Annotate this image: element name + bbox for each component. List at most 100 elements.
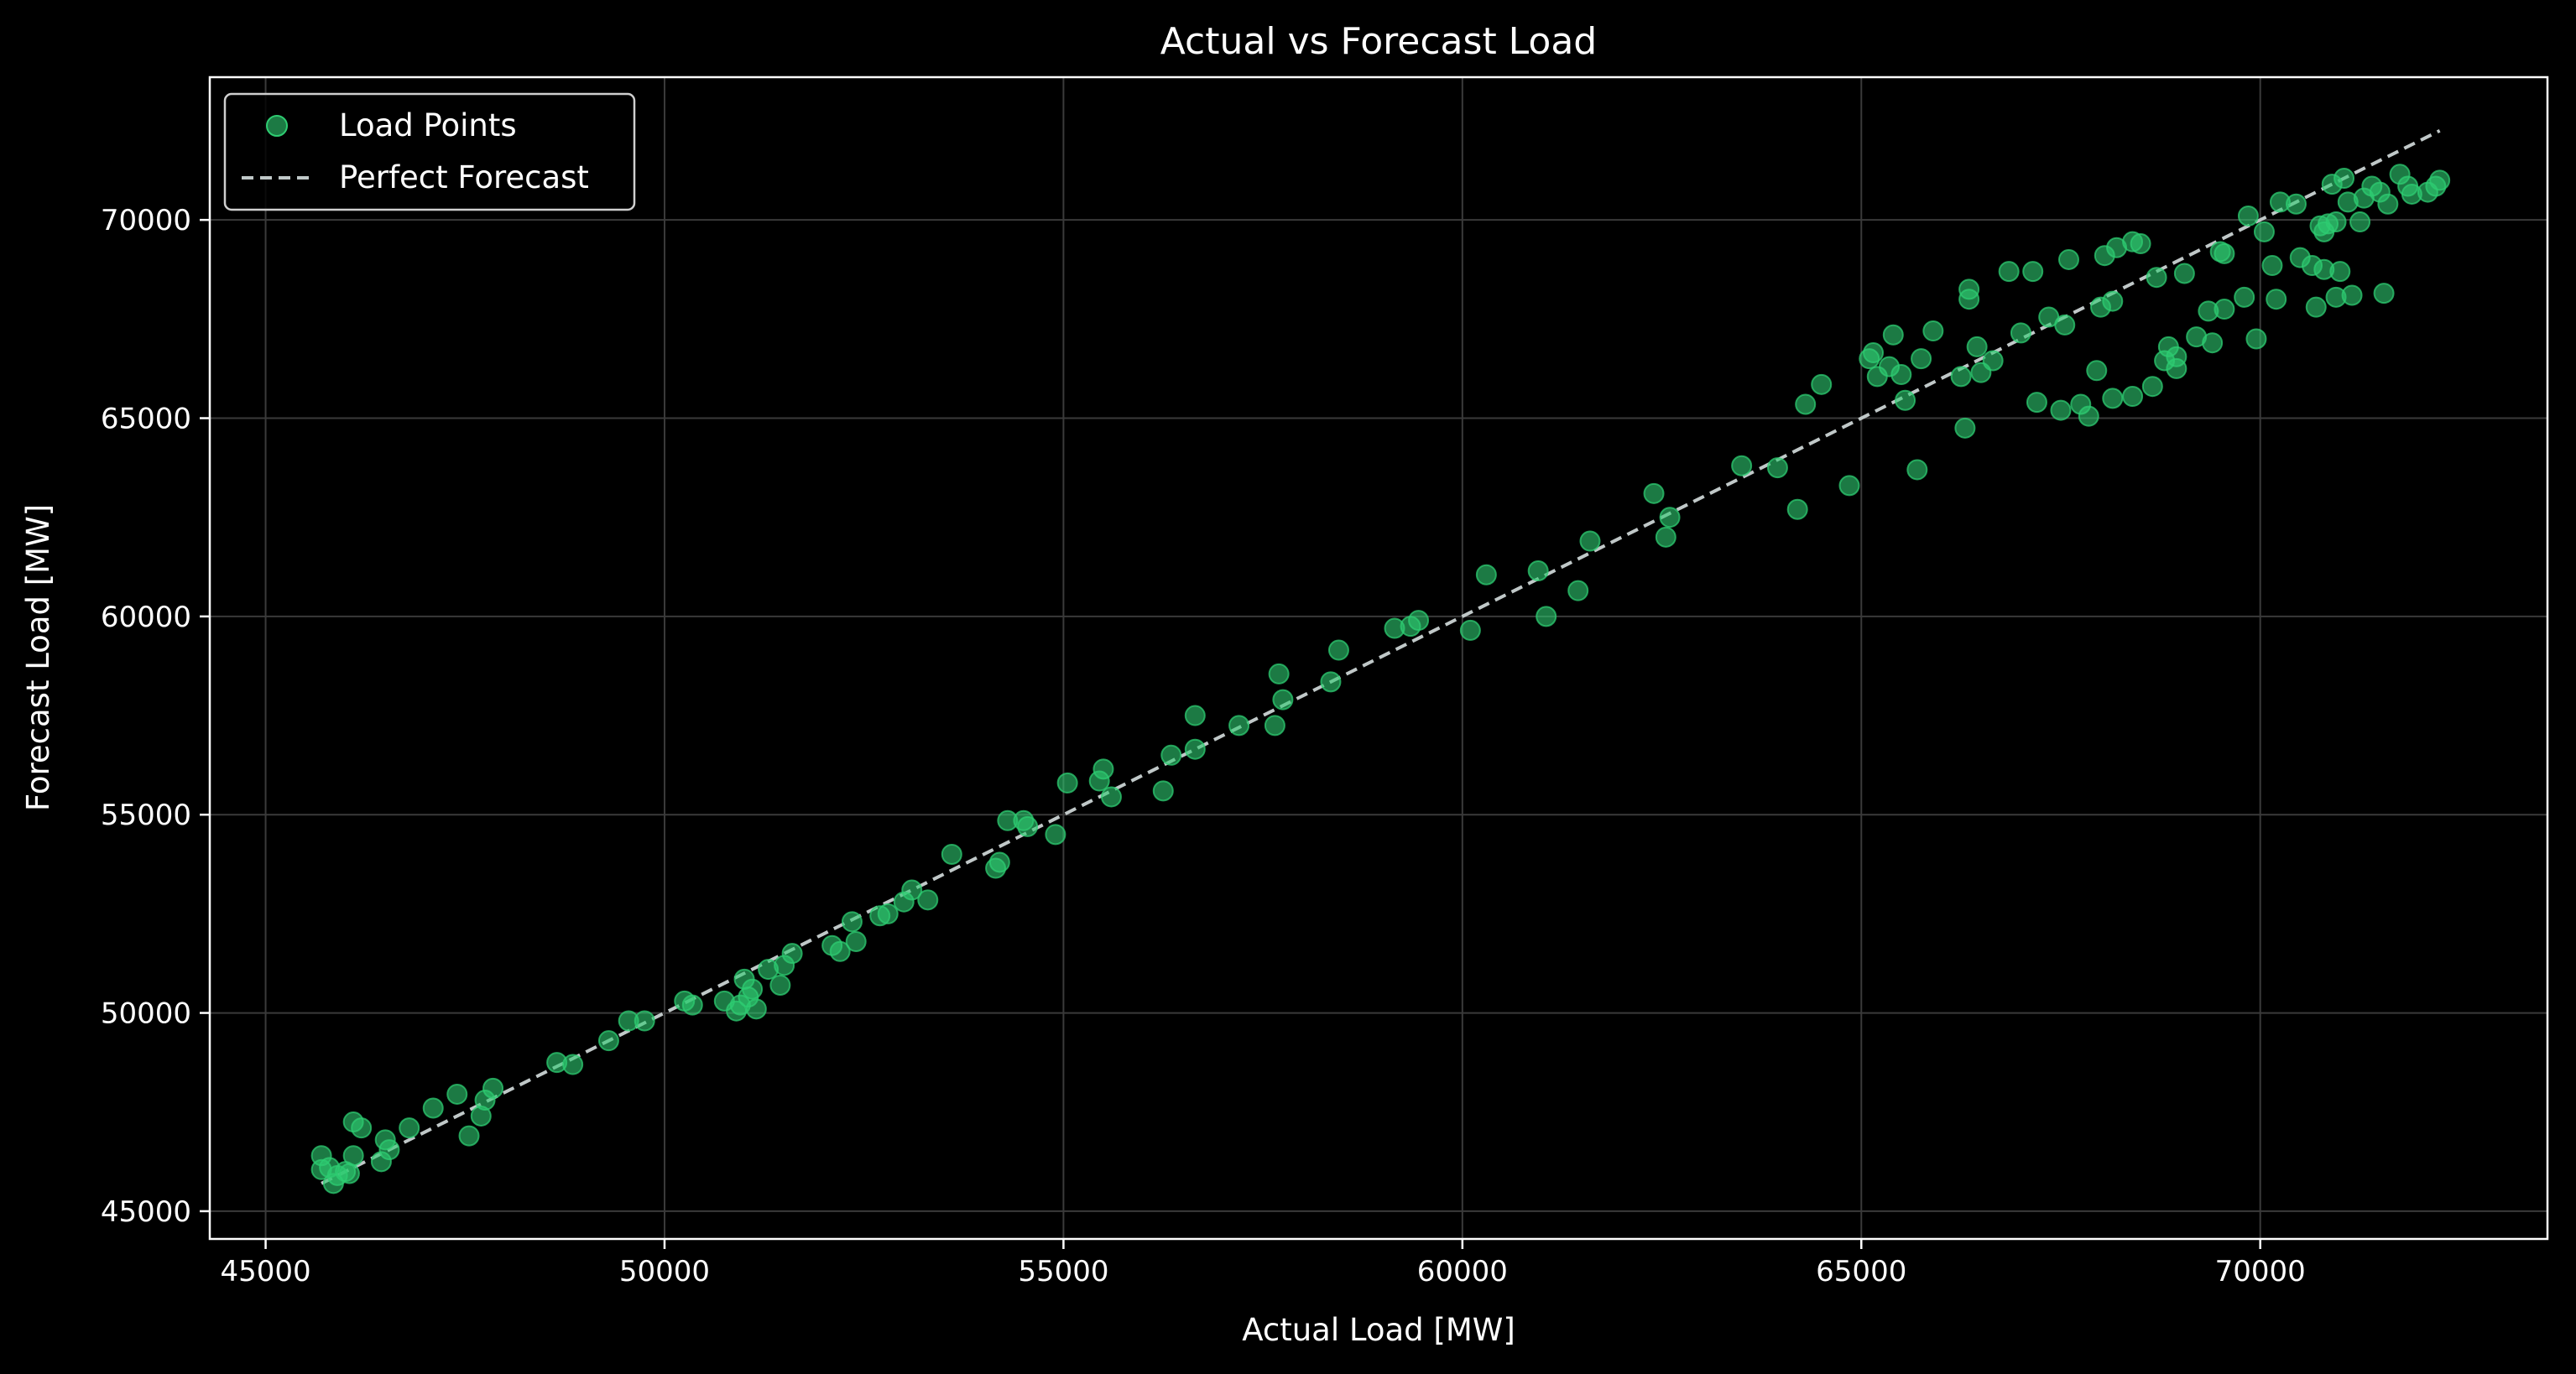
data-point [988,851,1010,873]
legend-label-load-points: Load Points [339,107,517,143]
data-point [1527,560,1549,582]
data-point [2102,388,2124,409]
y-tick-label: 70000 [101,204,191,237]
axis-ticks: 45000 50000 55000 60000 65000 70000 45000 50000… [101,204,2306,1288]
scatter-points [310,164,2451,1194]
data-point [2429,169,2451,191]
chart-title: Actual vs Forecast Load [1160,20,1598,63]
data-point [1268,663,1290,684]
data-point [1958,278,1980,300]
data-point [342,1145,364,1167]
y-tick-label: 55000 [101,799,191,832]
x-tick-label: 65000 [1816,1255,1906,1288]
data-point [1911,348,1932,370]
data-point [1895,389,1916,411]
y-tick-label: 50000 [101,997,191,1031]
data-point [2214,242,2235,264]
data-point [2325,211,2347,233]
data-point [2122,386,2144,408]
data-point [1966,336,1988,357]
data-point [351,1117,373,1139]
legend-marker-load-points [266,115,288,137]
data-point [829,940,851,962]
data-point [2130,233,2151,255]
y-axis-title: Forecast Load [MW] [20,504,56,811]
data-point [2305,296,2327,318]
data-point [1228,715,1250,736]
data-point [1982,350,2004,372]
data-point [1567,580,1589,601]
legend: Load Points Perfect Forecast [223,92,636,211]
data-point [1160,744,1182,766]
data-point [1459,619,1481,641]
data-point [1092,758,1114,780]
data-point [562,1054,584,1075]
data-point [1795,393,1817,415]
data-point [1272,689,1294,710]
data-point [1731,455,1753,476]
data-point [2234,286,2255,308]
data-point [2026,392,2047,414]
data-point [1659,507,1681,528]
x-tick-label: 55000 [1018,1255,1108,1288]
data-point [1264,715,1285,736]
data-point [597,1030,619,1052]
data-point [2057,248,2079,270]
data-point [2245,328,2267,350]
data-point [1327,639,1349,661]
data-point [2266,289,2287,310]
data-point [2102,290,2124,312]
data-point [2253,221,2275,242]
data-point [1045,824,1066,846]
data-point [1811,373,1833,395]
data-point [1184,738,1206,760]
data-point [1100,786,1122,808]
data-point [1017,815,1039,837]
data-point [2214,299,2235,320]
data-point [1184,705,1206,726]
data-point [1320,671,1342,693]
plot-frame [208,75,2549,1241]
data-point [2022,261,2044,283]
data-point [877,903,899,924]
data-point [1906,459,1928,481]
data-point [841,911,863,933]
y-tick-label: 65000 [101,403,191,436]
data-point [2341,284,2363,306]
data-point [2329,261,2351,283]
data-point [1890,364,1912,386]
data-point [458,1125,480,1147]
data-point [1536,606,1557,627]
y-tick-label: 60000 [101,601,191,634]
data-point [1056,772,1078,794]
perfect-forecast-line [321,129,2441,1185]
data-point [1786,498,1808,520]
data-point [769,974,791,996]
data-point [2166,357,2188,379]
data-point [2054,314,2076,336]
data-point [901,879,923,901]
data-point [2146,267,2167,289]
data-point [1475,564,1497,586]
data-point [2078,405,2099,427]
data-point [1408,610,1430,632]
x-tick-label: 60000 [1417,1255,1508,1288]
data-point [399,1117,420,1139]
data-point [1950,366,1972,388]
data-point [1863,342,1885,364]
x-tick-label: 70000 [2215,1255,2306,1288]
data-point [1766,457,1788,479]
data-point [378,1139,400,1161]
data-point [2086,360,2108,382]
data-point [781,943,803,965]
y-tick-label: 45000 [101,1195,191,1229]
data-point [1838,475,1860,497]
data-point [917,889,939,911]
data-point [1998,261,2020,283]
data-point [446,1083,468,1105]
data-point [1643,482,1665,504]
data-point [2261,255,2283,277]
data-point [1882,324,1904,346]
